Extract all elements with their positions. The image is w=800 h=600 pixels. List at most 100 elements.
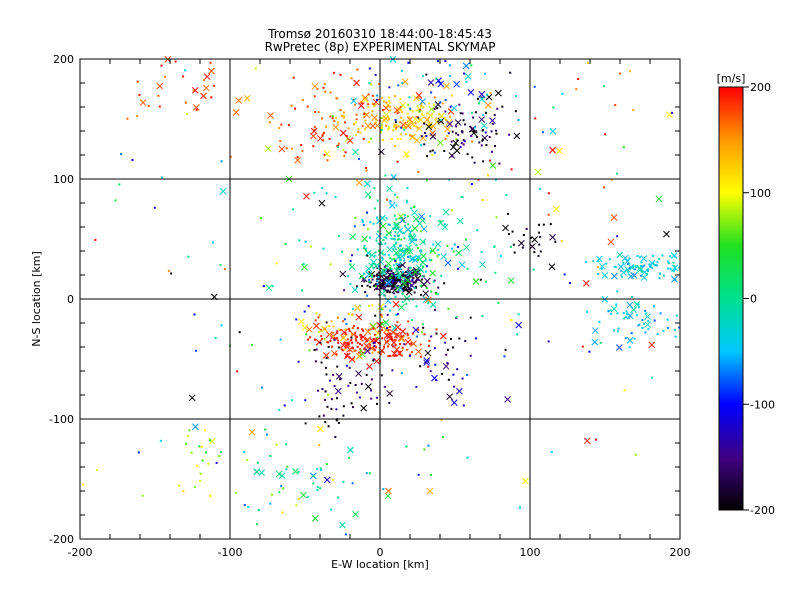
data-point-dot: [494, 178, 497, 181]
data-point-dot: [517, 313, 520, 316]
data-point-dot: [290, 147, 293, 150]
data-point-dot: [366, 294, 369, 297]
data-point-dot: [461, 112, 464, 115]
data-point-dot: [324, 390, 327, 393]
data-point-dot: [445, 119, 448, 122]
data-point-dot: [393, 279, 396, 282]
data-point-dot: [621, 275, 624, 278]
data-point-dot: [675, 314, 678, 317]
data-point-cross: [610, 305, 618, 313]
data-point-dot: [394, 242, 397, 245]
data-point-dot: [364, 291, 367, 294]
data-point-dot: [366, 339, 369, 342]
data-point-dot: [464, 238, 467, 241]
data-point-cross: [630, 272, 638, 279]
data-point-dot: [512, 243, 515, 246]
data-point-dot: [376, 94, 379, 97]
data-point-dot: [463, 140, 466, 143]
data-point-dot: [653, 319, 656, 322]
data-point-dot: [554, 240, 557, 243]
data-point-dot: [364, 247, 367, 250]
data-point-dot: [295, 318, 298, 321]
data-point-dot: [324, 366, 327, 369]
data-point-dot: [613, 265, 616, 268]
data-point-dot: [667, 262, 670, 265]
data-point-dot: [396, 160, 399, 163]
data-point-cross: [301, 324, 309, 332]
data-point-cross: [394, 323, 402, 331]
data-point-dot: [158, 105, 161, 108]
data-point-dot: [159, 439, 162, 442]
data-point-dot: [337, 422, 340, 425]
data-point-dot: [300, 289, 303, 292]
data-point-dot: [493, 245, 496, 248]
data-point-dot: [388, 401, 391, 404]
data-point-cross: [444, 125, 451, 133]
data-point-dot: [385, 237, 388, 240]
data-point-cross: [313, 322, 320, 330]
data-point-dot: [395, 267, 398, 270]
data-point-dot: [316, 486, 319, 489]
data-point-dot: [317, 389, 320, 392]
data-point-dot: [349, 381, 352, 384]
data-point-dot: [539, 235, 542, 238]
data-point-dot: [114, 199, 117, 202]
data-point-dot: [651, 376, 654, 379]
data-point-dot: [306, 105, 309, 108]
data-point-cross: [369, 322, 377, 330]
data-point-cross: [366, 363, 373, 370]
data-point-cross: [355, 313, 363, 321]
data-point-dot: [364, 348, 367, 351]
data-point-cross: [410, 340, 417, 347]
data-point-dot: [163, 75, 166, 78]
data-point-dot: [511, 230, 514, 233]
data-point-dot: [456, 245, 459, 248]
data-point-dot: [194, 349, 197, 352]
data-point-dot: [657, 258, 660, 261]
data-point-dot: [407, 281, 410, 284]
data-point-dot: [387, 223, 390, 226]
data-point-dot: [318, 330, 321, 333]
data-point-dot: [354, 103, 357, 106]
data-point-dot: [331, 345, 334, 348]
data-point-dot: [402, 254, 405, 257]
data-point-dot: [373, 207, 376, 210]
data-point-dot: [446, 348, 449, 351]
data-point-dot: [394, 119, 397, 122]
data-point-cross: [406, 268, 414, 276]
data-point-cross: [427, 112, 434, 119]
data-point-dot: [334, 117, 337, 120]
data-point-cross: [191, 86, 199, 94]
data-point-dot: [364, 249, 367, 252]
data-point-dot: [365, 211, 368, 214]
data-point-dot: [387, 96, 390, 99]
data-point-dot: [538, 243, 541, 246]
x-axis-label: E-W location [km]: [331, 558, 429, 571]
data-point-dot: [394, 274, 397, 277]
data-point-dot: [324, 398, 327, 401]
data-point-dot: [375, 283, 378, 286]
data-point-dot: [644, 309, 647, 312]
data-point-dot: [395, 126, 398, 129]
data-point-dot: [640, 261, 643, 264]
data-point-dot: [577, 78, 580, 81]
data-point-dot: [325, 356, 328, 359]
data-point-dot: [403, 343, 406, 346]
data-point-cross: [436, 139, 444, 147]
data-point-cross: [552, 205, 560, 213]
data-point-dot: [369, 196, 372, 199]
data-point-dot: [323, 337, 326, 340]
data-point-dot: [325, 463, 328, 466]
data-point-dot: [321, 117, 324, 120]
data-point-dot: [444, 98, 447, 101]
data-point-dot: [462, 143, 465, 146]
data-point-dot: [360, 344, 363, 347]
data-point-cross: [258, 469, 266, 477]
data-point-cross: [610, 214, 618, 221]
data-point-dot: [364, 337, 367, 340]
data-point-dot: [581, 345, 584, 348]
data-point-cross: [339, 521, 346, 529]
data-point-dot: [387, 127, 390, 130]
data-point-dot: [398, 276, 401, 279]
data-point-dot: [413, 233, 416, 236]
